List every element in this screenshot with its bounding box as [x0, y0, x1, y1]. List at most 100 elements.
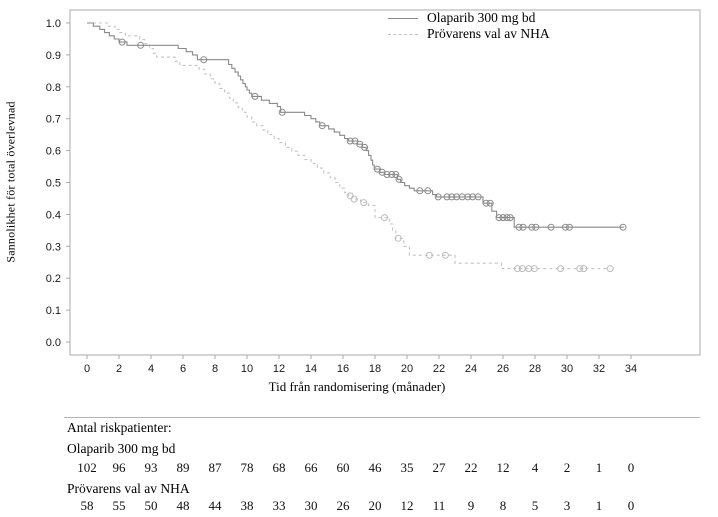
- risk-value: 96: [112, 460, 126, 475]
- y-tick-label: 0.8: [46, 82, 61, 94]
- x-tick-label: 20: [401, 363, 413, 375]
- censor-mark-olaparib: [515, 223, 523, 231]
- x-tick-label: 22: [433, 363, 445, 375]
- risk-value: 68: [272, 460, 286, 475]
- curve-olaparib: [87, 22, 624, 228]
- risk-value: 9: [467, 498, 475, 513]
- censor-mark-olaparib: [474, 193, 482, 201]
- censor-mark-olaparib: [395, 175, 403, 183]
- x-axis-title: Tid från randomisering (månader): [268, 379, 446, 394]
- risk-value: 0: [627, 460, 635, 475]
- risk-value: 66: [304, 460, 318, 475]
- x-tick-label: 4: [148, 363, 154, 375]
- censor-mark-olaparib: [356, 140, 364, 148]
- legend-item-nha: Prövarens val av NHA: [388, 26, 550, 42]
- risk-value: 102: [77, 460, 97, 475]
- x-tick-label: 16: [337, 363, 349, 375]
- censor-mark-olaparib: [528, 223, 536, 231]
- censor-mark-nha: [350, 195, 358, 203]
- censor-mark-olaparib: [434, 193, 442, 201]
- censor-mark-nha: [513, 265, 521, 273]
- censor-mark-nha: [557, 265, 565, 273]
- censor-mark-olaparib: [532, 223, 540, 231]
- risk-value: 20: [368, 498, 382, 513]
- x-tick-label: 10: [241, 363, 253, 375]
- risk-value: 33: [272, 498, 286, 513]
- censor-mark-olaparib: [383, 171, 391, 178]
- y-tick-label: 1.0: [46, 18, 61, 30]
- y-tick-label: 0.5: [46, 178, 61, 190]
- risk-value: 0: [627, 498, 635, 513]
- censor-mark-nha: [576, 265, 584, 273]
- risk-value: 89: [176, 460, 190, 475]
- risk-value: 1: [595, 460, 603, 475]
- censor-mark-olaparib: [318, 122, 326, 130]
- risk-value: 4: [531, 460, 539, 475]
- censor-mark-olaparib: [482, 199, 490, 207]
- censor-mark-olaparib: [448, 193, 456, 201]
- censor-mark-olaparib: [373, 165, 381, 173]
- risk-value: 3: [563, 498, 571, 513]
- x-tick-label: 12: [273, 363, 285, 375]
- risk-value: 50: [144, 498, 158, 513]
- censor-mark-olaparib: [416, 187, 424, 195]
- censor-mark-olaparib: [547, 223, 555, 231]
- risk-value: 26: [336, 498, 350, 513]
- y-tick-label: 0.0: [46, 337, 61, 349]
- censor-mark-olaparib: [346, 137, 354, 145]
- censor-mark-nha: [425, 251, 433, 259]
- censor-mark-nha: [530, 265, 538, 273]
- x-tick-label: 24: [465, 363, 477, 375]
- risk-group-label-nha: Prövarens val av NHA: [67, 481, 190, 496]
- x-tick-label: 14: [305, 363, 317, 375]
- survival-chart: 0.00.10.20.30.40.50.60.70.80.91.00 2 4 6 8 10…: [46, 9, 701, 375]
- y-tick-label: 0.1: [46, 305, 61, 317]
- y-tick-label: 0.7: [46, 114, 61, 126]
- y-tick-label: 0.9: [46, 50, 61, 62]
- x-tick-label: 18: [369, 363, 381, 375]
- y-tick-label: 0.2: [46, 273, 61, 285]
- risk-value: 27: [432, 460, 446, 475]
- risk-table-header: Antal riskpatienter:: [67, 420, 172, 435]
- censor-mark-nha: [381, 214, 389, 222]
- risk-value: 1: [595, 498, 603, 513]
- censor-mark-nha: [360, 199, 368, 207]
- x-tick-label: 32: [593, 363, 605, 375]
- censor-mark-olaparib: [561, 223, 569, 231]
- risk-value: 46: [368, 460, 382, 475]
- censor-mark-olaparib: [424, 187, 432, 195]
- censor-mark-olaparib: [392, 171, 400, 178]
- censor-mark-olaparib: [565, 223, 573, 231]
- risk-value: 38: [240, 498, 254, 513]
- risk-value: 87: [208, 460, 222, 475]
- censor-mark-nha: [394, 234, 402, 242]
- legend: Olaparib 300 mg bd Prövarens val av NHA: [388, 10, 550, 42]
- x-tick-label: 28: [529, 363, 541, 375]
- y-tick-label: 0.6: [46, 146, 61, 158]
- risk-value: 2: [563, 460, 571, 475]
- risk-value: 78: [240, 460, 254, 475]
- plot-frame: [69, 9, 701, 356]
- curve-nha: [87, 22, 611, 270]
- y-tick-label: 0.4: [46, 209, 61, 221]
- censor-mark-olaparib: [495, 214, 503, 222]
- x-tick-label: 0: [84, 363, 90, 375]
- x-tick-label: 2: [116, 363, 122, 375]
- censor-mark-olaparib: [137, 41, 145, 49]
- risk-value: 35: [400, 460, 414, 475]
- censor-mark-olaparib: [251, 92, 259, 100]
- legend-label-olaparib: Olaparib 300 mg bd: [427, 10, 536, 25]
- risk-value: 60: [336, 460, 350, 475]
- x-tick-label: 34: [625, 363, 637, 375]
- censor-mark-nha: [580, 265, 588, 273]
- censor-mark-olaparib: [506, 214, 514, 222]
- risk-value: 44: [208, 498, 222, 513]
- y-axis-title: Sannolikhet för total överlevnad: [3, 101, 18, 263]
- risk-table-divider: [64, 417, 700, 418]
- censor-mark-nha: [606, 265, 614, 273]
- censor-mark-olaparib: [351, 137, 359, 145]
- risk-value: 93: [144, 460, 158, 475]
- risk-row-olaparib: 102 96 93 89 87 78 68 66 60 46 35 27 22 12 4 2 1 0: [0, 460, 718, 476]
- risk-value: 12: [400, 498, 414, 513]
